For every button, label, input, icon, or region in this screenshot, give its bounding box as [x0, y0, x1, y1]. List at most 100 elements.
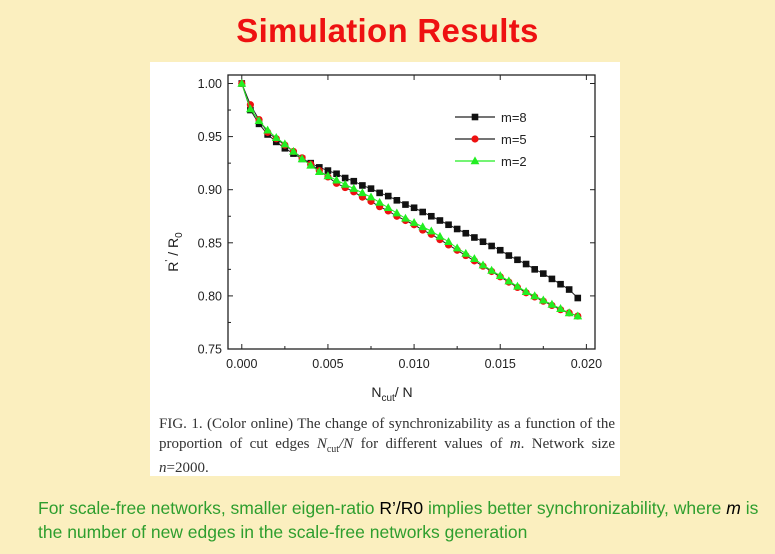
caption-var-sub: cut — [326, 443, 340, 455]
data-point — [479, 238, 487, 246]
plot-border — [227, 74, 596, 350]
series-m-2 — [237, 78, 583, 320]
caption-var-n: N — [316, 435, 327, 452]
data-point — [522, 260, 530, 268]
data-point — [350, 177, 358, 185]
legend-item-m-2: m=2 — [455, 154, 527, 169]
data-point — [521, 287, 531, 295]
data-point — [487, 265, 497, 274]
data-point — [548, 275, 556, 283]
x-tick-label: 0.020 — [571, 357, 602, 371]
data-point — [488, 242, 495, 250]
series-line — [241, 83, 579, 299]
legend-label: m=5 — [501, 132, 527, 147]
data-point — [495, 271, 505, 280]
data-point — [332, 175, 341, 184]
data-point — [573, 311, 583, 320]
data-point — [496, 246, 504, 254]
x-axis-label-main: N — [371, 384, 381, 400]
x-tick-label: 0.015 — [485, 357, 516, 371]
data-point — [401, 213, 410, 222]
x-tick-label: 0.010 — [398, 357, 429, 371]
legend: m=8 m=5 m=2 — [455, 110, 527, 169]
data-point — [341, 174, 349, 182]
data-point — [453, 225, 461, 233]
y-axis-label-sup: ' — [164, 260, 175, 262]
data-point — [478, 260, 488, 269]
caption-var-tail: /N — [339, 435, 354, 452]
footnote-var-m: m — [726, 498, 741, 518]
footnote-ratio: R’/R0 — [379, 498, 424, 518]
data-point — [254, 116, 264, 124]
data-point — [436, 217, 444, 224]
data-point — [462, 229, 470, 237]
figure-panel: 0.000 0.005 0.010 0.015 0.020 0.75 0.80 0.85 0.… — [150, 62, 620, 476]
caption-suffix: . Network size — [520, 435, 615, 452]
data-point — [359, 182, 366, 189]
data-point — [333, 170, 340, 178]
data-point — [367, 185, 375, 192]
data-point — [245, 104, 255, 113]
data-point — [357, 188, 367, 197]
data-point — [410, 204, 418, 212]
caption-var-m: m — [509, 435, 521, 452]
plot-frame — [227, 74, 596, 350]
data-point — [314, 167, 324, 175]
legend-label: m=8 — [501, 110, 527, 125]
data-point — [547, 299, 557, 308]
data-point — [402, 201, 409, 208]
data-point — [564, 308, 574, 317]
data-point — [418, 222, 428, 231]
chart: 0.000 0.005 0.010 0.015 0.020 0.750.800.850.… — [164, 74, 602, 404]
footnote-part3: is the number of new edges in the scale-… — [38, 498, 759, 542]
series-line — [241, 83, 578, 317]
data-point — [461, 248, 471, 257]
data-point — [392, 208, 402, 217]
data-point — [237, 78, 247, 87]
data-point — [263, 125, 273, 134]
legend-label: m=2 — [501, 154, 527, 169]
data-point — [540, 270, 547, 277]
data-point — [393, 197, 401, 204]
y-tick-label: 0.95 — [198, 130, 222, 144]
x-axis: 0.000 0.005 0.010 0.015 0.020 — [226, 75, 602, 371]
data-point — [409, 218, 419, 226]
data-point — [556, 304, 565, 312]
x-axis-label-tail: / N — [395, 384, 413, 400]
y-tick-label: 0.75 — [198, 343, 222, 357]
data-point — [383, 203, 393, 212]
y-tick-label: 1.00 — [198, 77, 222, 91]
caption-var-size: n — [159, 460, 167, 476]
data-point — [445, 221, 452, 229]
data-point — [471, 234, 478, 241]
data-point — [531, 266, 538, 273]
caption-size-value: =2000. — [166, 460, 209, 476]
data-point — [376, 189, 383, 197]
data-point — [504, 276, 514, 285]
data-point — [419, 208, 426, 216]
data-point — [505, 252, 513, 259]
data-point — [323, 171, 333, 180]
data-point — [469, 254, 479, 263]
data-point — [306, 160, 316, 169]
data-point — [324, 167, 332, 174]
data-point — [513, 281, 522, 290]
footnote-part1: For scale-free networks, smaller eigen-r… — [38, 498, 380, 518]
y-tick-label: 0.85 — [198, 236, 222, 250]
data-point — [428, 212, 435, 220]
y-tick-label: 0.90 — [198, 183, 222, 197]
data-point — [426, 226, 436, 235]
legend-item-m-8: m=8 — [455, 110, 527, 125]
data-point — [538, 295, 548, 304]
series-layer — [237, 78, 583, 320]
data-point — [271, 133, 281, 141]
series-m-8 — [238, 80, 582, 302]
data-point — [514, 256, 521, 264]
series-line — [241, 83, 578, 317]
caption-middle: for different values of — [353, 435, 510, 452]
footnote: For scale-free networks, smaller eigen-r… — [38, 496, 768, 544]
series-m-5 — [238, 79, 582, 320]
data-point — [384, 192, 392, 200]
data-point — [574, 294, 582, 302]
y-axis-label-sub: 0 — [174, 232, 185, 238]
